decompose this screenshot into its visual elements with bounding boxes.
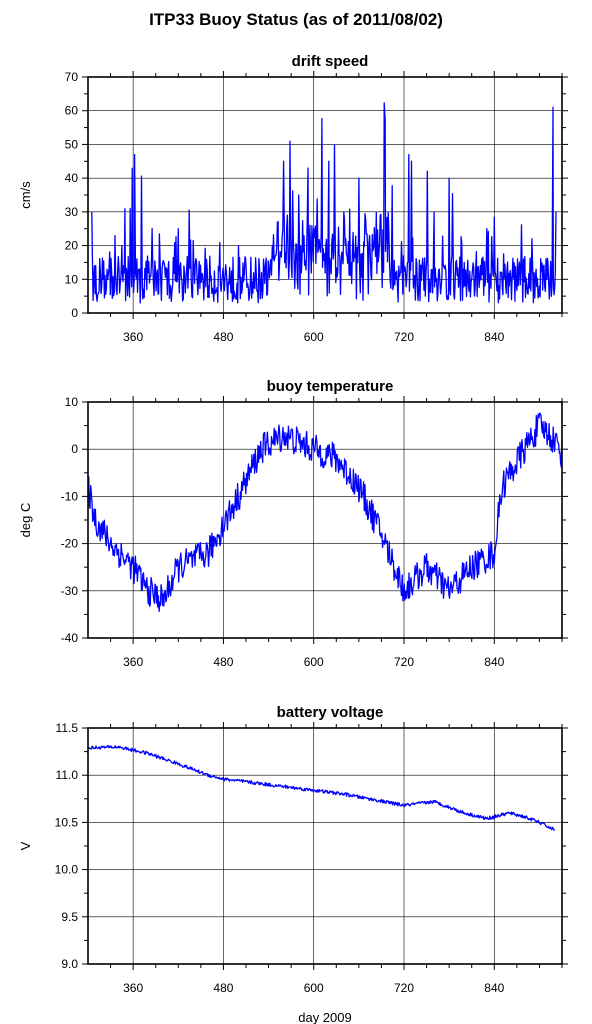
y-tick-label: 10 bbox=[65, 272, 79, 286]
y-axis-label: deg C bbox=[18, 503, 33, 538]
y-tick-label: 30 bbox=[65, 205, 79, 219]
x-tick-label: 840 bbox=[484, 981, 504, 995]
y-tick-label: 10.0 bbox=[55, 863, 79, 877]
x-tick-label: 600 bbox=[304, 655, 324, 669]
x-tick-label: 840 bbox=[484, 655, 504, 669]
x-tick-label: 360 bbox=[123, 981, 143, 995]
y-axis-label: V bbox=[18, 841, 33, 850]
y-tick-label: 40 bbox=[65, 171, 79, 185]
panel-title: buoy temperature bbox=[267, 378, 394, 395]
x-tick-label: 720 bbox=[394, 981, 414, 995]
x-tick-label: 360 bbox=[123, 330, 143, 344]
x-axis-label: day 2009 bbox=[298, 1010, 352, 1024]
y-tick-label: 0 bbox=[71, 442, 78, 456]
y-axis-label: cm/s bbox=[18, 181, 33, 209]
x-tick-label: 600 bbox=[304, 981, 324, 995]
y-tick-label: 11.5 bbox=[56, 721, 79, 735]
y-tick-label: -20 bbox=[61, 537, 79, 551]
x-tick-label: 720 bbox=[394, 655, 414, 669]
page-title: ITP33 Buoy Status (as of 2011/08/02) bbox=[149, 10, 443, 29]
y-tick-label: 10.5 bbox=[55, 815, 79, 829]
series-line bbox=[87, 744, 556, 832]
y-tick-label: 70 bbox=[65, 70, 79, 84]
panel-title: drift speed bbox=[292, 53, 369, 70]
series-line bbox=[91, 102, 557, 304]
y-tick-label: 10 bbox=[65, 395, 79, 409]
y-tick-label: -40 bbox=[61, 631, 79, 645]
y-tick-label: 0 bbox=[71, 306, 78, 320]
x-tick-label: 840 bbox=[484, 330, 504, 344]
x-tick-label: 480 bbox=[213, 981, 233, 995]
x-tick-label: 480 bbox=[213, 655, 233, 669]
y-tick-label: 50 bbox=[65, 137, 79, 151]
series-line bbox=[87, 412, 563, 613]
panel-title: battery voltage bbox=[277, 704, 384, 721]
plot-frame bbox=[87, 727, 563, 965]
y-tick-label: 20 bbox=[65, 239, 79, 253]
y-tick-label: 60 bbox=[65, 104, 79, 118]
x-tick-label: 600 bbox=[304, 330, 324, 344]
x-tick-label: 720 bbox=[394, 330, 414, 344]
y-tick-label: 11.0 bbox=[56, 768, 79, 782]
y-tick-label: 9.0 bbox=[61, 957, 78, 971]
x-tick-label: 480 bbox=[213, 330, 233, 344]
y-tick-label: -30 bbox=[61, 584, 79, 598]
y-tick-label: -10 bbox=[61, 489, 79, 503]
y-tick-label: 9.5 bbox=[61, 910, 78, 924]
x-tick-label: 360 bbox=[123, 655, 143, 669]
